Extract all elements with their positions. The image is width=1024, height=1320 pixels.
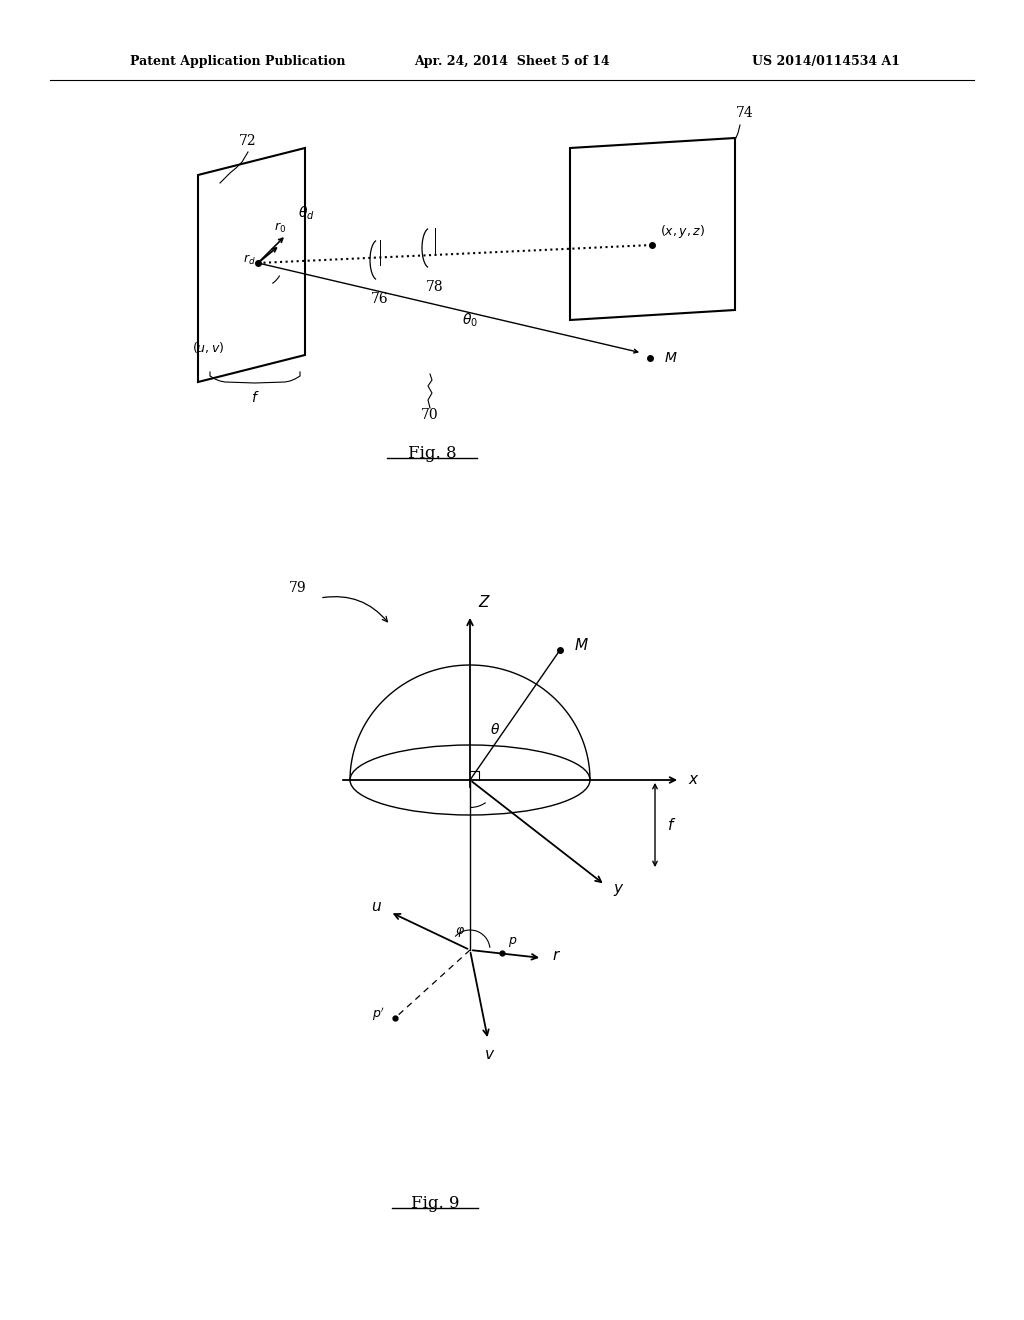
Text: $Z$: $Z$: [478, 594, 492, 610]
Text: Fig. 9: Fig. 9: [411, 1195, 459, 1212]
Text: $u$: $u$: [371, 900, 382, 913]
Text: Apr. 24, 2014  Sheet 5 of 14: Apr. 24, 2014 Sheet 5 of 14: [414, 55, 610, 69]
Text: $\varphi$: $\varphi$: [455, 925, 465, 939]
Text: $f$: $f$: [251, 389, 259, 405]
Text: $v$: $v$: [484, 1048, 496, 1063]
Text: $p$: $p$: [508, 935, 517, 949]
Text: $r$: $r$: [552, 949, 561, 964]
Text: 78: 78: [426, 280, 443, 294]
Text: $\theta_d$: $\theta_d$: [298, 205, 314, 222]
Text: $M$: $M$: [664, 351, 678, 366]
Text: $r_0$: $r_0$: [274, 220, 286, 235]
Text: Patent Application Publication: Patent Application Publication: [130, 55, 345, 69]
Text: $\theta_0$: $\theta_0$: [462, 312, 478, 329]
Text: 76: 76: [371, 292, 389, 306]
Text: $p'$: $p'$: [372, 1006, 385, 1023]
Text: 70: 70: [421, 408, 439, 422]
Text: $(u,v)$: $(u,v)$: [191, 341, 224, 355]
Text: $\theta$: $\theta$: [490, 722, 500, 738]
Text: Fig. 8: Fig. 8: [408, 445, 457, 462]
Text: $x$: $x$: [688, 774, 699, 787]
Text: 72: 72: [240, 135, 257, 148]
Text: $r_d$: $r_d$: [244, 253, 256, 267]
Text: 74: 74: [736, 106, 754, 120]
Text: US 2014/0114534 A1: US 2014/0114534 A1: [752, 55, 900, 69]
Text: $f$: $f$: [667, 817, 676, 833]
Text: $(x,y,z)$: $(x,y,z)$: [660, 223, 705, 240]
Text: $M$: $M$: [574, 638, 589, 653]
Text: 79: 79: [289, 581, 307, 595]
Text: $y$: $y$: [613, 882, 625, 898]
